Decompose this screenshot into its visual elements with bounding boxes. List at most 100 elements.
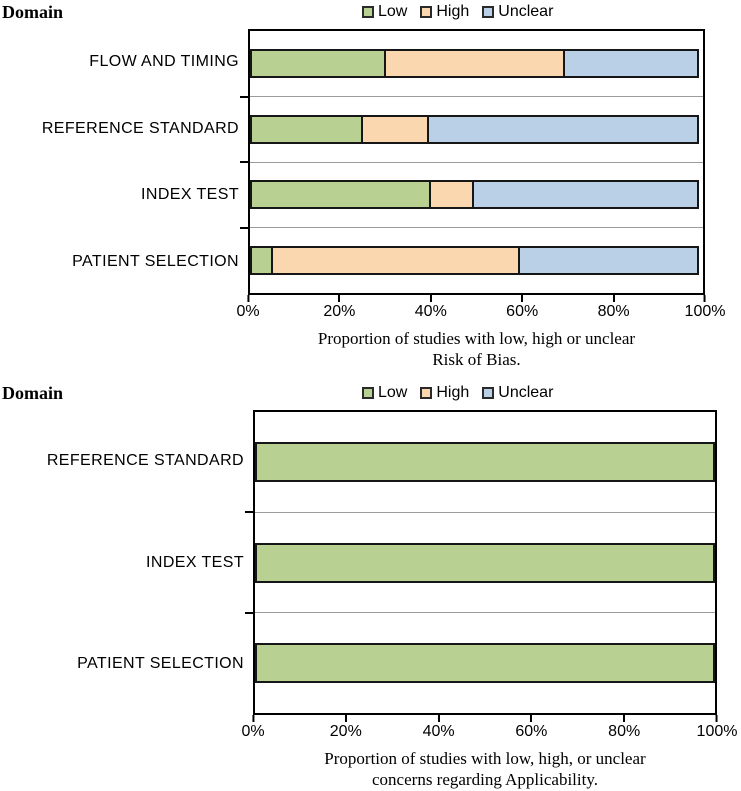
axis-caption: Proportion of studies with low, high, or…: [253, 748, 717, 790]
stacked-bar: [255, 643, 715, 684]
x-axis: 0% 20% 40% 60% 80% 100%: [236, 295, 725, 322]
stacked-bar: [250, 246, 703, 276]
legend-item-unclear: Unclear: [482, 384, 553, 402]
legend-label: Low: [378, 384, 408, 401]
bar-segment-high: [361, 114, 430, 144]
x-tick-mark: [252, 715, 254, 722]
axis-caption: Proportion of studies with low, high or …: [248, 328, 705, 370]
x-tick-label: 40%: [414, 303, 447, 320]
legend-item-low: Low: [362, 384, 407, 402]
x-tick-mark: [344, 715, 347, 722]
category-row: [250, 31, 703, 96]
y-axis-tick: [240, 226, 248, 229]
legend-item-high: High: [420, 384, 469, 402]
x-tick-mark: [521, 295, 524, 302]
legend-swatch-icon: [482, 6, 495, 18]
legend-swatch-icon: [362, 387, 374, 399]
category-labels: REFERENCE STANDARD INDEX TEST PATIENT SELE…: [0, 410, 253, 715]
x-axis-tick: 40%: [415, 295, 447, 321]
x-tick-mark: [437, 715, 440, 722]
x-tick-label: 60%: [515, 723, 548, 740]
legend-label: Low: [378, 3, 408, 20]
bar-segment-unclear: [427, 114, 699, 144]
x-tick-mark: [530, 715, 533, 722]
bar-segment-low: [255, 542, 715, 583]
x-tick-mark: [612, 295, 615, 302]
category-label: PATIENT SELECTION: [72, 252, 239, 270]
x-axis-tick: 100%: [684, 295, 726, 321]
x-axis-tick: 100%: [696, 715, 738, 741]
category-label: FLOW AND TIMING: [89, 53, 239, 71]
y-axis-tick: [240, 161, 248, 163]
caption-line: Proportion of studies with low, high, or…: [324, 749, 646, 768]
x-axis: 0% 20% 40% 60% 80% 100%: [241, 715, 737, 742]
category-row: [255, 612, 715, 713]
stacked-bar: [250, 180, 703, 210]
x-tick-label: 100%: [684, 303, 726, 320]
category-label: INDEX TEST: [146, 553, 244, 571]
chart-header: Domain Low High Unclear: [0, 2, 741, 23]
caption-line: concerns regarding Applicability.: [372, 770, 598, 789]
category-label: INDEX TEST: [141, 186, 239, 204]
x-axis-tick: 20%: [330, 715, 362, 741]
bar-segment-unclear: [563, 48, 699, 78]
x-tick-label: 0%: [236, 303, 260, 320]
plot-area: [240, 29, 705, 295]
y-axis-tick: [245, 511, 253, 514]
x-tick-mark: [715, 715, 718, 722]
legend-label: High: [436, 3, 470, 20]
bar-segment-high: [429, 180, 475, 210]
x-tick-label: 80%: [597, 303, 630, 320]
legend-swatch-icon: [420, 6, 433, 18]
x-tick-label: 20%: [329, 723, 362, 740]
x-tick-label: 20%: [323, 303, 356, 320]
category-labels: FLOW AND TIMING REFERENCE STANDARD INDEX T…: [0, 29, 248, 295]
stacked-bar: [250, 114, 703, 144]
bar-segment-low: [250, 246, 273, 276]
bar-segment-high: [383, 48, 566, 78]
legend: Low High Unclear: [362, 3, 553, 21]
x-axis-tick: 20%: [323, 295, 355, 321]
category-row: [250, 95, 703, 162]
x-tick-mark: [429, 295, 432, 302]
caption-line: Risk of Bias.: [432, 350, 521, 369]
bar-segment-low: [250, 48, 386, 78]
applicability-chart: Domain Low High Unclear REFERENCE STANDARD…: [0, 383, 741, 790]
bar-segment-low: [250, 114, 364, 144]
y-axis-tick: [245, 611, 253, 614]
bar-segment-low: [250, 180, 432, 210]
legend-item-low: Low: [362, 3, 407, 21]
category-row: [250, 161, 703, 228]
legend-item-unclear: Unclear: [482, 3, 553, 21]
legend-item-high: High: [420, 3, 469, 21]
legend: Low High Unclear: [362, 384, 553, 402]
legend-swatch-icon: [362, 6, 374, 18]
category-label: PATIENT SELECTION: [77, 655, 244, 673]
legend-swatch-icon: [482, 387, 495, 399]
chart-header: Domain Low High Unclear: [0, 383, 741, 404]
x-tick-label: 0%: [241, 723, 265, 740]
stacked-bar: [255, 542, 715, 583]
risk-of-bias-chart: Domain Low High Unclear FLOW AND TIMING REF…: [0, 0, 741, 370]
x-tick-mark: [623, 715, 626, 722]
category-label: REFERENCE STANDARD: [41, 119, 239, 137]
x-tick-label: 100%: [696, 723, 738, 740]
x-axis-tick: 0%: [241, 715, 265, 741]
x-axis-tick: 60%: [515, 715, 547, 741]
stacked-bar: [255, 441, 715, 482]
caption-line: Proportion of studies with low, high or …: [317, 329, 636, 348]
x-tick-mark: [247, 295, 249, 302]
x-tick-label: 40%: [422, 723, 455, 740]
bar-segment-unclear: [517, 246, 699, 276]
category-label: REFERENCE STANDARD: [46, 451, 244, 469]
x-tick-label: 80%: [608, 723, 641, 740]
legend-label: Unclear: [498, 384, 554, 401]
legend-label: High: [436, 384, 470, 401]
legend-swatch-icon: [420, 387, 433, 399]
x-axis-tick: 80%: [608, 715, 640, 741]
bar-segment-low: [255, 643, 715, 684]
chart-body: REFERENCE STANDARD INDEX TEST PATIENT SELE…: [0, 410, 741, 715]
plot-area: [245, 410, 717, 715]
x-axis-tick: 40%: [423, 715, 455, 741]
